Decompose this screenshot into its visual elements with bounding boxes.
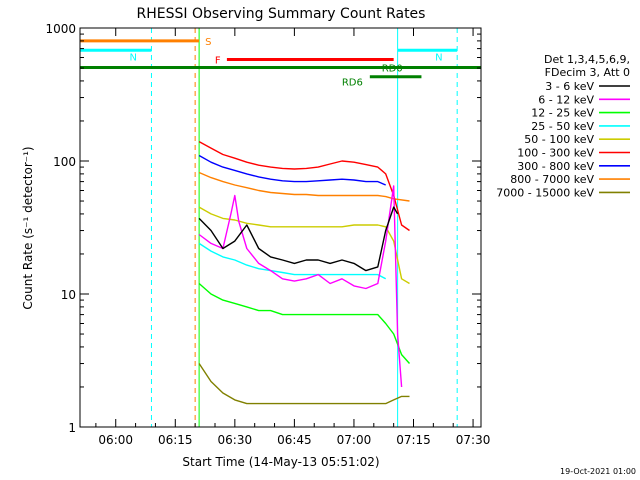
x-axis-ticks: 06:00 06:15 06:30 06:45 07:00 07:15 07:30 xyxy=(95,28,491,447)
legend-label-3-6-kev: 3 - 6 keV xyxy=(545,80,594,93)
x-tick-label-7: 07:30 xyxy=(456,433,491,447)
legend-label-6-12-kev: 6 - 12 keV xyxy=(538,93,594,106)
series-lines xyxy=(198,140,411,405)
plot-frame xyxy=(79,27,482,428)
annotation-label-n-3: N xyxy=(435,52,442,63)
annotation-label-rd0-5: RD0 xyxy=(382,63,403,74)
y-axis-label: Count Rate (s⁻¹ detector⁻¹) xyxy=(21,146,35,309)
x-tick-label-1: 06:00 xyxy=(98,433,133,447)
series-line-50-100-kev xyxy=(198,206,410,285)
annotation-bars: S N N F RD0 RD6 xyxy=(80,37,481,89)
y-tick-label-3: 100 xyxy=(53,155,76,169)
series-line-12-25-kev xyxy=(198,282,411,364)
legend-label-25-50-kev: 25 - 50 keV xyxy=(531,120,594,133)
series-line-100-300-kev xyxy=(198,140,410,232)
series-line-7000-15000-kev xyxy=(198,363,410,405)
series-line-300-800-kev xyxy=(198,154,386,186)
annotation-label-f-4: F xyxy=(215,55,221,66)
legend-label-12-25-kev: 12 - 25 keV xyxy=(531,107,594,120)
x-tick-label-3: 06:30 xyxy=(218,433,253,447)
legend-label-100-300-kev: 100 - 300 keV xyxy=(517,147,594,160)
series-line-6-12-kev xyxy=(198,185,403,388)
legend-label-7000-15000-kev: 7000 - 15000 keV xyxy=(496,186,594,199)
chart-title: RHESSI Observing Summary Count Rates xyxy=(137,6,426,22)
series-line-3-6-kev xyxy=(198,206,399,272)
legend-label-300-800-kev: 300 - 800 keV xyxy=(517,160,594,173)
x-tick-label-4: 06:45 xyxy=(277,433,312,447)
legend-title-line1: Det 1,3,4,5,6,9, xyxy=(544,53,630,66)
y-tick-label-4: 1000 xyxy=(45,22,76,36)
annotation-label-s-1: S xyxy=(205,37,211,48)
y-tick-label-1: 1 xyxy=(68,421,76,435)
x-tick-label-6: 07:15 xyxy=(396,433,431,447)
legend-label-800-7000-kev: 800 - 7000 keV xyxy=(510,173,594,186)
x-tick-label-2: 06:15 xyxy=(158,433,193,447)
legend-label-50-100-kev: 50 - 100 keV xyxy=(524,133,594,146)
legend-title-line2: FDecim 3, Att 0 xyxy=(545,66,630,79)
series-line-800-7000-kev xyxy=(198,171,410,202)
series-line-25-50-kev xyxy=(198,242,387,280)
annotation-label-n-2: N xyxy=(129,52,136,63)
x-axis-label: Start Time (14-May-13 05:51:02) xyxy=(182,455,379,469)
y-tick-label-2: 10 xyxy=(61,288,76,302)
annotation-label-rd6-6: RD6 xyxy=(342,78,363,89)
y-axis-ticks: 1 10 100 1000 xyxy=(45,22,481,435)
timestamp: 19-Oct-2021 01:00 xyxy=(560,467,636,476)
x-tick-label-5: 07:00 xyxy=(337,433,372,447)
